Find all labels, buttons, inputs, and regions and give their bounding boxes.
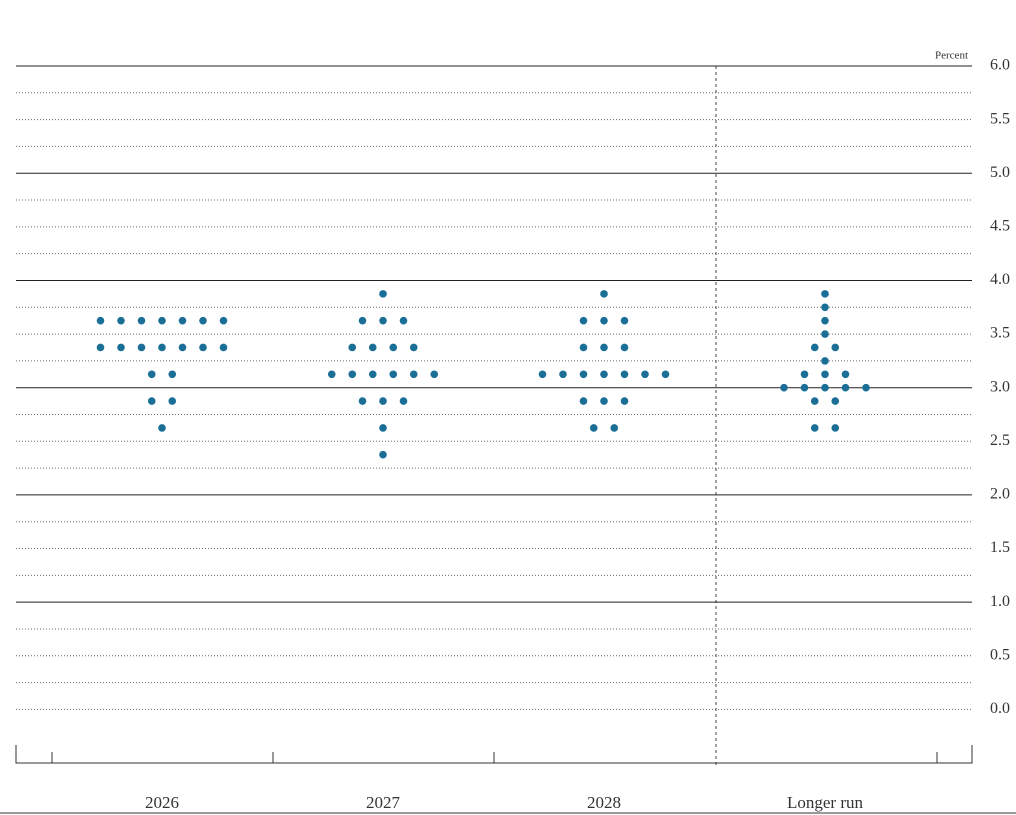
dot [409,370,418,379]
dot [810,397,819,405]
dot [96,343,105,352]
dot [147,397,156,405]
y-tick-label: 0.0 [990,700,1010,717]
dot [348,370,357,379]
dot [368,370,377,379]
y-tick-label: 3.0 [990,378,1010,395]
dot [579,370,588,379]
x-tick-label: 2027 [366,793,401,812]
dot [831,343,840,352]
dot [841,383,850,392]
dot [409,343,418,352]
dot [117,343,125,352]
dot [821,290,829,298]
dot [579,316,588,325]
dot [389,343,398,352]
dot [610,424,619,432]
y-tick-label: 6.0 [990,57,1010,74]
y-tick-label: 3.5 [990,325,1010,342]
dot [661,370,670,379]
dot [841,370,850,379]
dot [831,397,840,405]
dot [600,343,608,352]
dot [800,383,809,392]
dot [821,383,829,392]
dot [158,424,166,432]
dot [620,316,629,325]
y-tick-label: 2.0 [990,486,1010,503]
x-tick-label: Longer run [787,793,864,812]
dot [600,370,608,379]
dot [821,330,829,338]
dot [831,424,840,432]
dot [199,316,207,325]
x-tick-label: 2028 [587,793,621,812]
dot [389,370,398,379]
dot [579,397,588,405]
dot [168,370,177,379]
dot [862,383,870,392]
dot [178,316,187,325]
dot [219,343,228,352]
dot [600,397,608,405]
dot [368,343,377,352]
dot [559,370,567,379]
y-tick-label: 5.0 [990,164,1010,181]
dot [379,290,387,298]
dot [641,370,649,379]
dot [821,357,829,365]
dot [810,424,819,432]
y-tick-label: 0.5 [990,646,1010,663]
dot [589,424,598,432]
dot [137,343,146,352]
y-tick-label: 1.0 [990,593,1010,610]
dot [620,397,629,405]
dot [178,343,187,352]
x-tick-label: 2026 [145,793,179,812]
y-tick-label: 5.5 [990,110,1010,127]
dot [199,343,207,352]
dot [358,397,367,405]
x-axis [15,745,973,764]
dot [379,316,387,325]
dot [158,343,166,352]
dot [430,370,439,379]
dot [358,316,367,325]
dot [379,397,387,405]
dot [821,316,829,325]
dot [379,424,387,432]
y-tick-label: 4.0 [990,271,1010,288]
dot [780,383,788,392]
dot [348,343,357,352]
dot [821,370,829,379]
dot [158,316,166,325]
dot [810,343,819,352]
dot [219,316,228,325]
dot [538,370,547,379]
dot [800,370,809,379]
dot [379,450,387,459]
dot [600,316,608,325]
dot [399,397,408,405]
dot [600,290,608,298]
y-tick-label: 2.5 [990,432,1010,449]
dot [327,370,336,379]
dot [399,316,408,325]
dot [620,370,629,379]
dot [579,343,588,352]
dot [147,370,156,379]
unit-label: Percent [935,50,968,62]
dot [620,343,629,352]
y-tick-label: 1.5 [990,539,1010,556]
dot [96,316,105,325]
dot [137,316,146,325]
dot [117,316,125,325]
dot [168,397,177,405]
dot [821,303,829,312]
y-tick-label: 4.5 [990,218,1010,235]
